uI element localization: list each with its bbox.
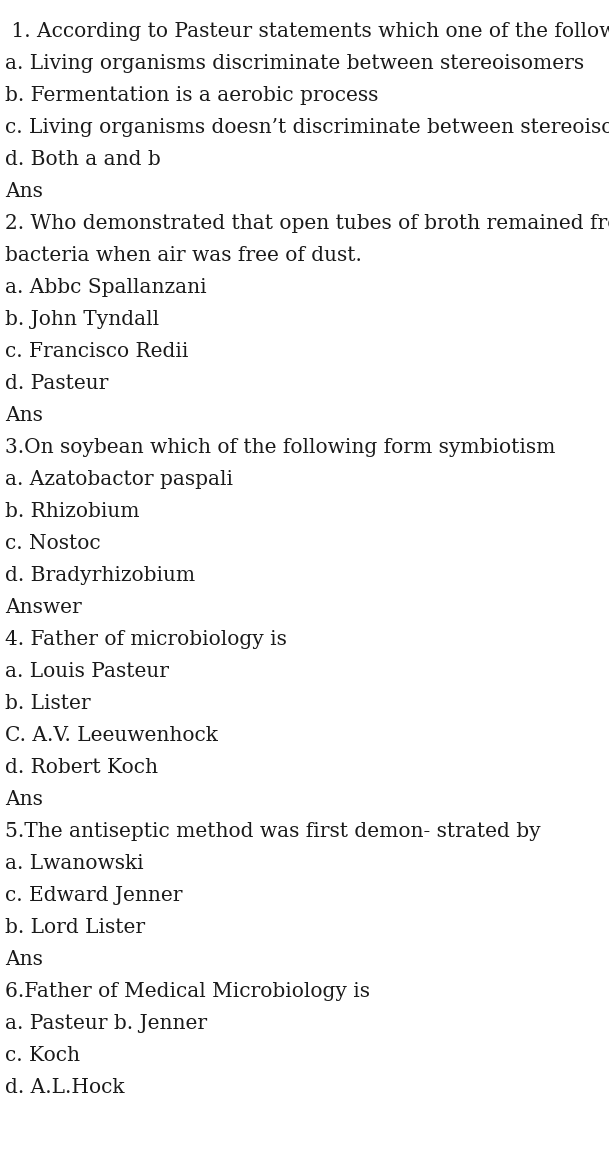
- Text: a. Lwanowski: a. Lwanowski: [5, 854, 144, 874]
- Text: c. Living organisms doesn’t discriminate between stereoisomers: c. Living organisms doesn’t discriminate…: [5, 118, 609, 137]
- Text: b. John Tyndall: b. John Tyndall: [5, 310, 159, 329]
- Text: 1. According to Pasteur statements which one of the following is true: 1. According to Pasteur statements which…: [5, 22, 609, 41]
- Text: a. Abbc Spallanzani: a. Abbc Spallanzani: [5, 278, 206, 297]
- Text: Ans: Ans: [5, 406, 43, 425]
- Text: c. Francisco Redii: c. Francisco Redii: [5, 342, 188, 361]
- Text: b. Fermentation is a aerobic process: b. Fermentation is a aerobic process: [5, 85, 378, 105]
- Text: b. Lister: b. Lister: [5, 694, 91, 713]
- Text: d. Pasteur: d. Pasteur: [5, 374, 108, 393]
- Text: 6.Father of Medical Microbiology is: 6.Father of Medical Microbiology is: [5, 982, 370, 1001]
- Text: b. Rhizobium: b. Rhizobium: [5, 502, 139, 521]
- Text: 2. Who demonstrated that open tubes of broth remained free of: 2. Who demonstrated that open tubes of b…: [5, 214, 609, 233]
- Text: Ans: Ans: [5, 790, 43, 809]
- Text: d. A.L.Hock: d. A.L.Hock: [5, 1078, 124, 1097]
- Text: a. Louis Pasteur: a. Louis Pasteur: [5, 662, 169, 682]
- Text: c. Koch: c. Koch: [5, 1046, 80, 1064]
- Text: C. A.V. Leeuwenhock: C. A.V. Leeuwenhock: [5, 726, 218, 745]
- Text: a. Azatobactor paspali: a. Azatobactor paspali: [5, 470, 233, 489]
- Text: Ans: Ans: [5, 950, 43, 968]
- Text: Ans: Ans: [5, 182, 43, 201]
- Text: b. Lord Lister: b. Lord Lister: [5, 918, 145, 937]
- Text: 5.The antiseptic method was first demon- strated by: 5.The antiseptic method was first demon-…: [5, 822, 541, 841]
- Text: d. Both a and b: d. Both a and b: [5, 150, 161, 169]
- Text: Answer: Answer: [5, 598, 82, 617]
- Text: bacteria when air was free of dust.: bacteria when air was free of dust.: [5, 246, 362, 265]
- Text: a. Pasteur b. Jenner: a. Pasteur b. Jenner: [5, 1014, 207, 1033]
- Text: d. Bradyrhizobium: d. Bradyrhizobium: [5, 566, 195, 586]
- Text: d. Robert Koch: d. Robert Koch: [5, 758, 158, 778]
- Text: a. Living organisms discriminate between stereoisomers: a. Living organisms discriminate between…: [5, 54, 584, 73]
- Text: c. Nostoc: c. Nostoc: [5, 534, 100, 553]
- Text: 4. Father of microbiology is: 4. Father of microbiology is: [5, 630, 287, 649]
- Text: 3.On soybean which of the following form symbiotism: 3.On soybean which of the following form…: [5, 438, 555, 457]
- Text: c. Edward Jenner: c. Edward Jenner: [5, 886, 183, 905]
